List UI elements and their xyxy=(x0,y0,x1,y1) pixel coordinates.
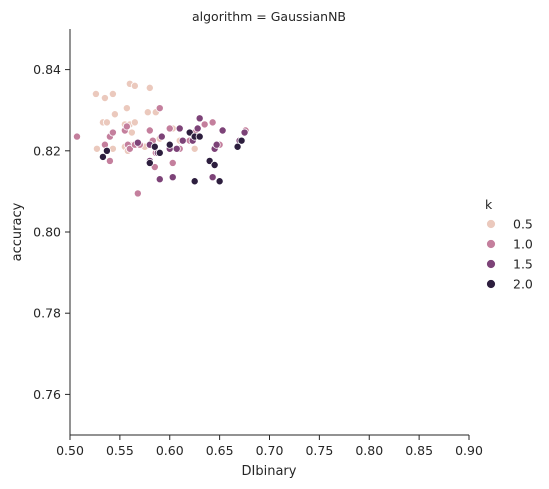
data-point-k-1.5 xyxy=(218,126,227,135)
data-point-k-0.5 xyxy=(130,81,139,90)
data-point-k-0.5 xyxy=(108,89,117,98)
data-point-k-1.0 xyxy=(200,120,209,129)
data-point-k-1.5 xyxy=(175,124,184,133)
data-point-k-1.0 xyxy=(168,158,177,167)
legend: k 0.5 1.0 1.5 2.0 xyxy=(485,197,533,292)
data-point-k-1.5 xyxy=(195,114,204,123)
data-point-k-0.5 xyxy=(145,83,154,92)
legend-marker xyxy=(486,239,496,249)
data-point-k-0.5 xyxy=(130,118,139,127)
data-point-k-1.0 xyxy=(155,104,164,113)
x-tick-label: 0.80 xyxy=(355,443,383,458)
chart-title: algorithm = GaussianNB xyxy=(192,9,346,24)
x-axis-ticks: 0.50 0.55 0.60 0.65 0.70 0.75 0.80 0.85 0.90 xyxy=(56,435,483,458)
data-point-k-0.5 xyxy=(127,128,136,137)
data-point-k-2.0 xyxy=(150,142,159,151)
data-point-k-1.5 xyxy=(208,173,217,182)
data-point-k-2.0 xyxy=(145,158,154,167)
x-tick-label: 0.50 xyxy=(56,443,84,458)
data-point-k-1.5 xyxy=(133,138,142,147)
legend-label: 1.5 xyxy=(513,257,533,272)
data-point-k-1.0 xyxy=(208,118,217,127)
data-point-k-2.0 xyxy=(233,142,242,151)
data-point-k-1.5 xyxy=(240,128,249,137)
data-point-k-1.0 xyxy=(133,189,142,198)
data-point-k-1.5 xyxy=(155,175,164,184)
data-point-k-1.5 xyxy=(172,144,181,153)
legend-title: k xyxy=(485,197,493,212)
x-tick-label: 0.70 xyxy=(256,443,284,458)
x-tick-label: 0.65 xyxy=(206,443,234,458)
data-point-k-0.5 xyxy=(102,118,111,127)
data-point-k-1.0 xyxy=(72,132,81,141)
legend-label: 1.0 xyxy=(513,237,533,252)
data-point-k-2.0 xyxy=(215,177,224,186)
data-point-k-2.0 xyxy=(190,177,199,186)
data-points xyxy=(72,79,250,198)
legend-marker xyxy=(486,279,496,289)
data-point-k-0.5 xyxy=(92,144,101,153)
data-point-k-1.5 xyxy=(212,140,221,149)
x-tick-label: 0.90 xyxy=(455,443,483,458)
x-tick-label: 0.60 xyxy=(156,443,184,458)
y-axis-title: accuracy xyxy=(10,202,25,261)
y-tick-label: 0.76 xyxy=(33,387,61,402)
data-point-k-1.0 xyxy=(122,122,131,131)
data-point-k-1.0 xyxy=(145,126,154,135)
data-point-k-0.5 xyxy=(190,144,199,153)
data-point-k-2.0 xyxy=(98,152,107,161)
y-axis-ticks: 0.76 0.78 0.80 0.82 0.84 xyxy=(33,62,70,402)
legend-label: 0.5 xyxy=(513,217,533,232)
data-point-k-1.0 xyxy=(105,156,114,165)
x-tick-label: 0.85 xyxy=(405,443,433,458)
legend-marker xyxy=(486,219,496,229)
data-point-k-1.5 xyxy=(178,136,187,145)
y-tick-label: 0.84 xyxy=(33,62,61,77)
y-tick-label: 0.80 xyxy=(33,225,61,240)
legend-label: 2.0 xyxy=(513,277,533,292)
x-tick-label: 0.55 xyxy=(106,443,134,458)
legend-items: 0.5 1.0 1.5 2.0 xyxy=(486,217,533,292)
data-point-k-2.0 xyxy=(155,148,164,157)
data-point-k-0.5 xyxy=(143,108,152,117)
y-tick-label: 0.78 xyxy=(33,306,61,321)
data-point-k-2.0 xyxy=(195,132,204,141)
data-point-k-1.5 xyxy=(193,124,202,133)
data-point-k-1.5 xyxy=(157,132,166,141)
data-point-k-1.0 xyxy=(108,128,117,137)
data-point-k-0.5 xyxy=(122,104,131,113)
data-point-k-2.0 xyxy=(237,136,246,145)
data-point-k-1.5 xyxy=(168,173,177,182)
x-axis-title: DIbinary xyxy=(242,464,297,479)
y-tick-label: 0.82 xyxy=(33,143,61,158)
data-point-k-2.0 xyxy=(102,146,111,155)
x-tick-label: 0.75 xyxy=(305,443,333,458)
data-point-k-0.5 xyxy=(91,89,100,98)
data-point-k-0.5 xyxy=(110,110,119,119)
data-point-k-2.0 xyxy=(210,161,219,170)
data-point-k-0.5 xyxy=(100,94,109,103)
data-point-k-2.0 xyxy=(165,140,174,149)
data-point-k-1.0 xyxy=(165,124,174,133)
legend-marker xyxy=(486,259,496,269)
